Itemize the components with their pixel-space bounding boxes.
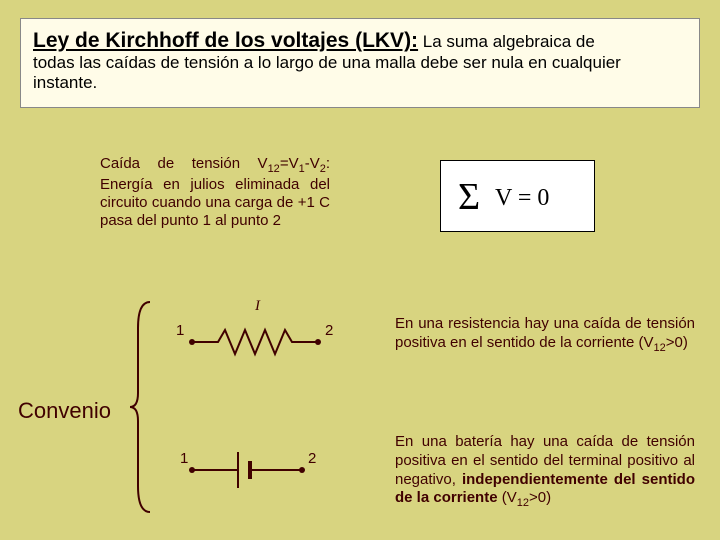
resistor-post: >0) bbox=[666, 334, 688, 351]
battery-text: En una batería hay una caída de tensión … bbox=[395, 433, 695, 511]
resistor-pre: En una resistencia hay una caída de tens… bbox=[395, 315, 695, 351]
resistor-diagram: I 1 2 bbox=[170, 300, 340, 360]
convenio-label: Convenio bbox=[18, 398, 111, 424]
battery-icon bbox=[170, 440, 340, 500]
resistor-sub: 12 bbox=[653, 342, 665, 354]
battery-diagram: 1 2 bbox=[170, 440, 340, 500]
resistor-node1-label: 1 bbox=[176, 322, 184, 339]
resistor-node2-label: 2 bbox=[325, 322, 333, 339]
header-box: Ley de Kirchhoff de los voltajes (LKV): … bbox=[20, 18, 700, 108]
header-line2: todas las caídas de tensión a lo largo d… bbox=[33, 53, 687, 93]
header-title: Ley de Kirchhoff de los voltajes (LKV): bbox=[33, 29, 418, 52]
battery-node2-label: 2 bbox=[308, 450, 316, 467]
svg-text:V = 0: V = 0 bbox=[495, 185, 549, 211]
brace-icon bbox=[128, 298, 158, 516]
resistor-text: En una resistencia hay una caída de tens… bbox=[395, 315, 695, 356]
battery-post: >0) bbox=[529, 489, 551, 506]
battery-sub: 12 bbox=[517, 497, 529, 509]
caida-text: Caída de tensión V12=V1-V2: Energía en j… bbox=[100, 155, 330, 230]
header-body-inline: La suma algebraica de bbox=[418, 32, 595, 51]
battery-node1-label: 1 bbox=[180, 450, 188, 467]
caida-mid1: =V bbox=[280, 155, 299, 172]
svg-text:Σ: Σ bbox=[458, 176, 480, 218]
caida-sub1: 12 bbox=[268, 163, 280, 175]
current-label: I bbox=[255, 298, 260, 315]
sigma-formula-icon: Σ V = 0 bbox=[450, 169, 585, 224]
caida-pre: Caída de tensión V bbox=[100, 155, 268, 172]
formula-box: Σ V = 0 bbox=[440, 160, 595, 232]
battery-post-pre: (V bbox=[498, 489, 517, 506]
caida-mid2: -V bbox=[305, 155, 320, 172]
